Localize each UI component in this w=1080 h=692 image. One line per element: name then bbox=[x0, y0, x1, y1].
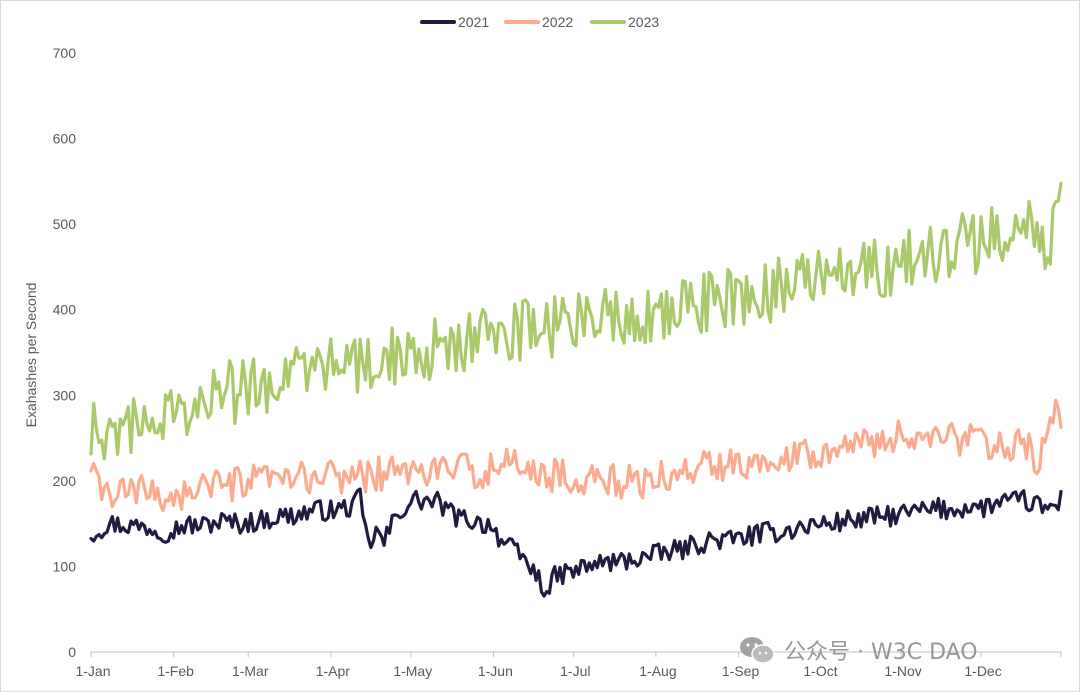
watermark: 公众号 · W3C DAO bbox=[738, 630, 978, 670]
x-axis: 1-Jan 1-Feb 1-Mar 1-Apr 1-May 1-Jun 1-Jul 1-Aug… bbox=[75, 651, 1062, 679]
chart-legend: 2021 2022 2023 bbox=[420, 14, 659, 30]
series-line-2022 bbox=[89, 398, 1063, 512]
x-tick-label: 1-Jan bbox=[75, 663, 110, 679]
x-tick-label: 1-Jun bbox=[478, 663, 513, 679]
series-layer bbox=[89, 181, 1063, 598]
wechat-icon bbox=[738, 634, 776, 666]
y-axis: 0 100 200 300 400 500 600 700 bbox=[53, 45, 77, 660]
legend-label: 2023 bbox=[628, 14, 659, 30]
y-tick-label: 700 bbox=[53, 45, 77, 61]
y-tick-label: 200 bbox=[53, 473, 77, 489]
x-tick-label: 1-Apr bbox=[316, 663, 351, 679]
x-tick-label: 1-Jul bbox=[560, 663, 590, 679]
x-tick-label: 1-Feb bbox=[157, 663, 194, 679]
y-tick-label: 600 bbox=[53, 131, 77, 147]
watermark-text: 公众号 · W3C DAO bbox=[784, 640, 978, 665]
x-tick-label: 1-Nov bbox=[884, 663, 921, 679]
x-tick-label: 1-Oct bbox=[803, 663, 837, 679]
y-axis-label: Exahashes per Second bbox=[23, 283, 39, 428]
series-line-2023 bbox=[89, 181, 1063, 461]
y-tick-label: 300 bbox=[53, 387, 77, 403]
x-tick-label: 1-May bbox=[393, 663, 432, 679]
series-line-2021 bbox=[89, 487, 1063, 598]
legend-label: 2022 bbox=[542, 14, 573, 30]
y-tick-label: 100 bbox=[53, 558, 77, 574]
x-tick-label: 1-Sep bbox=[722, 663, 760, 679]
legend-label: 2021 bbox=[458, 14, 489, 30]
x-tick-label: 1-Aug bbox=[639, 663, 676, 679]
y-tick-label: 500 bbox=[53, 216, 77, 232]
x-tick-label: 1-Mar bbox=[232, 663, 269, 679]
y-tick-label: 400 bbox=[53, 302, 77, 318]
x-tick-label: 1-Dec bbox=[964, 663, 1001, 679]
y-tick-label: 0 bbox=[68, 644, 76, 660]
